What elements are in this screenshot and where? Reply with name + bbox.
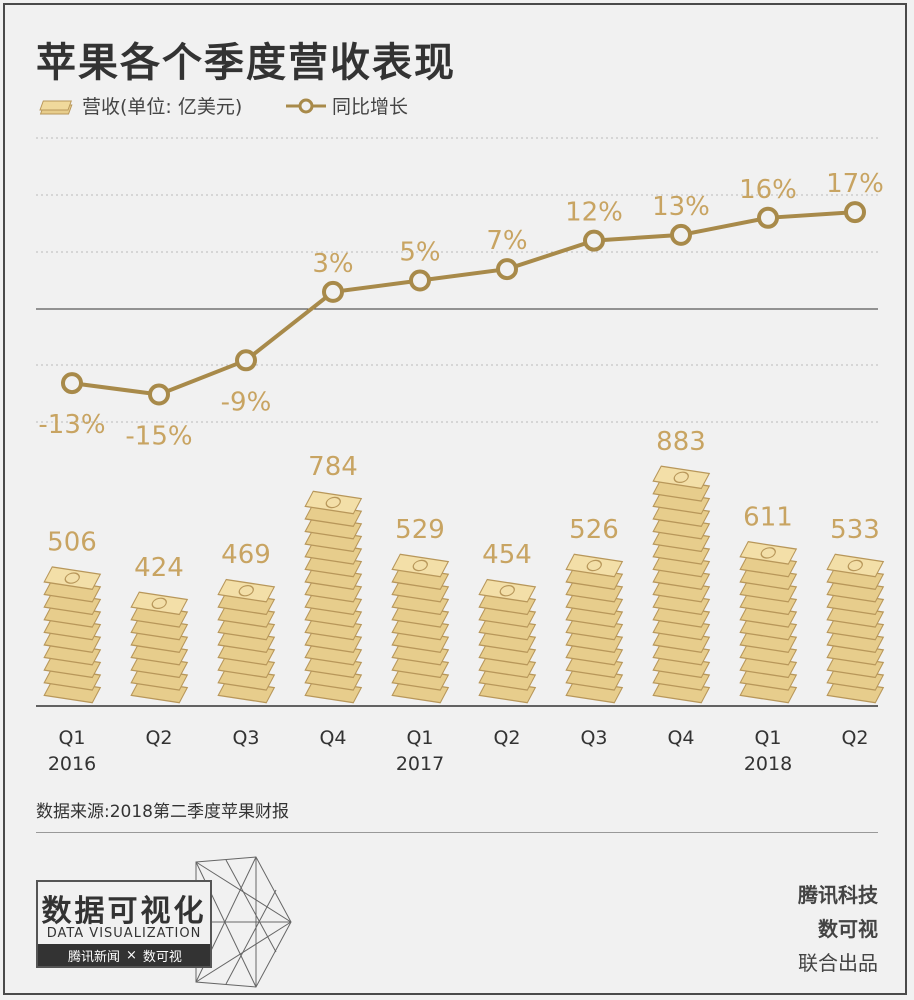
growth-point	[409, 269, 431, 292]
footer-divider	[36, 832, 878, 833]
growth-point	[757, 206, 779, 229]
growth-data-label: -15%	[125, 422, 192, 452]
x-tick-label: Q2	[493, 727, 520, 749]
revenue-data-label: 611	[743, 502, 793, 532]
growth-data-label: -9%	[221, 387, 272, 417]
x-tick-label: Q3	[580, 727, 607, 749]
growth-point	[61, 372, 83, 395]
x-tick-label: Q2	[841, 727, 868, 749]
revenue-data-label: 454	[482, 540, 532, 570]
growth-line	[71, 210, 856, 397]
x-tick-label: Q3	[232, 727, 259, 749]
x-tick-year: 2018	[744, 753, 792, 775]
credit-block: 腾讯科技 数可视 联合出品	[798, 878, 878, 980]
growth-data-label: 3%	[312, 249, 353, 279]
logo-strip-x: ×	[126, 947, 137, 963]
revenue-data-label: 529	[395, 515, 445, 545]
growth-data-label: 16%	[739, 175, 797, 205]
x-tick-label: Q1	[406, 727, 433, 749]
x-tick-label: Q2	[145, 727, 172, 749]
logo-strip-right: 数可视	[142, 949, 182, 965]
revenue-bar	[565, 553, 624, 704]
growth-data-label: 12%	[565, 198, 623, 228]
growth-point	[496, 258, 518, 281]
revenue-data-label: 469	[221, 540, 271, 570]
growth-point	[844, 201, 866, 224]
growth-point	[235, 349, 257, 372]
growth-data-label: 5%	[399, 238, 440, 268]
logo-strip-left: 腾讯新闻	[68, 949, 121, 965]
revenue-bar	[304, 490, 363, 704]
logo-subtitle: DATA VISUALIZATION	[46, 926, 202, 941]
legend-label-revenue: 营收(单位: 亿美元)	[82, 96, 243, 118]
revenue-bar	[478, 578, 537, 704]
revenue-bar	[217, 578, 276, 704]
chart-frame	[3, 3, 907, 995]
revenue-bar	[43, 566, 102, 704]
revenue-bar	[391, 553, 450, 704]
revenue-bar	[130, 591, 189, 704]
x-tick-label: Q4	[667, 727, 694, 749]
legend-label-growth: 同比增长	[332, 96, 409, 118]
growth-data-label: 17%	[826, 169, 884, 199]
revenue-bar	[826, 553, 885, 704]
logo-strip: 腾讯新闻 × 数可视	[38, 944, 210, 966]
revenue-data-label: 784	[308, 452, 358, 482]
credit-line-2: 数可视	[818, 917, 878, 941]
x-tick-year: 2016	[48, 753, 96, 775]
x-tick-label: Q4	[319, 727, 346, 749]
x-tick-label: Q1	[58, 727, 85, 749]
revenue-data-label: 533	[830, 515, 880, 545]
growth-point	[670, 223, 692, 246]
growth-data-label: 7%	[486, 226, 527, 256]
revenue-data-label: 506	[47, 528, 97, 558]
growth-data-label: -13%	[38, 410, 105, 440]
revenue-bar	[739, 541, 798, 704]
revenue-data-label: 424	[134, 553, 184, 583]
growth-point	[148, 383, 170, 406]
growth-point	[322, 280, 344, 303]
x-tick-year: 2017	[396, 753, 444, 775]
revenue-data-label: 526	[569, 515, 619, 545]
chart-title: 苹果各个季度营收表现	[36, 40, 456, 86]
x-tick-label: Q1	[754, 727, 781, 749]
brand-logo: 数据可视化 DATA VISUALIZATION 腾讯新闻 × 数可视	[36, 880, 212, 968]
growth-data-label: 13%	[652, 192, 710, 222]
line-marker-icon	[286, 98, 326, 113]
cash-icon	[39, 100, 73, 114]
growth-point	[583, 229, 605, 252]
revenue-bar	[652, 465, 711, 704]
legend-item-growth: 同比增长	[286, 92, 408, 119]
legend-item-revenue: 营收(单位: 亿美元)	[38, 92, 242, 119]
credit-line-3: 联合出品	[798, 951, 878, 975]
revenue-data-label: 883	[656, 427, 706, 457]
credit-line-1: 腾讯科技	[798, 883, 878, 907]
chart-canvas: -13% -15% -9% 3% 5% 7% 12% 13% 16% 17% 506 424 469 78…	[36, 137, 885, 775]
data-source: 数据来源:2018第二季度苹果财报	[36, 802, 289, 822]
logo-title: 数据可视化	[41, 894, 207, 929]
